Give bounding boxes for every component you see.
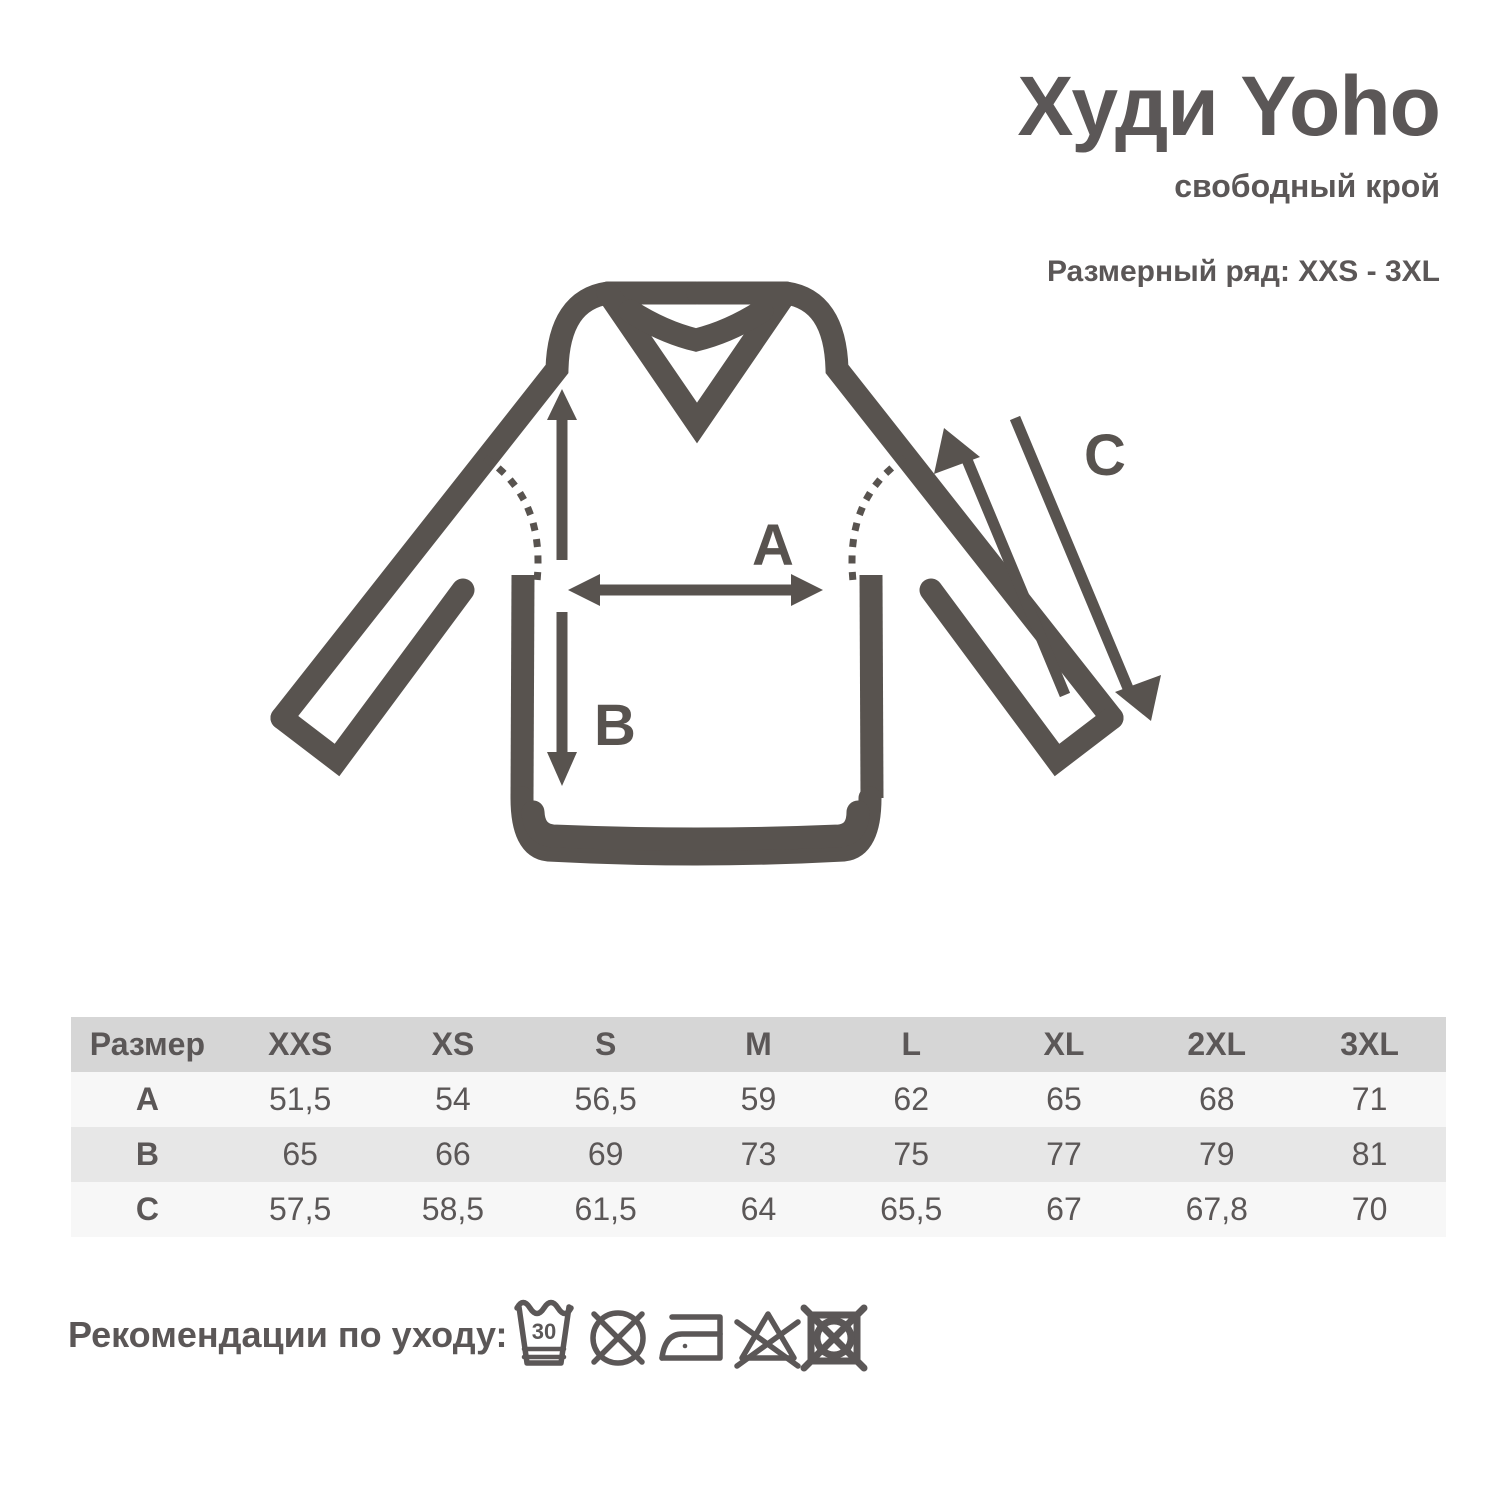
svg-text:30: 30 (532, 1319, 556, 1344)
